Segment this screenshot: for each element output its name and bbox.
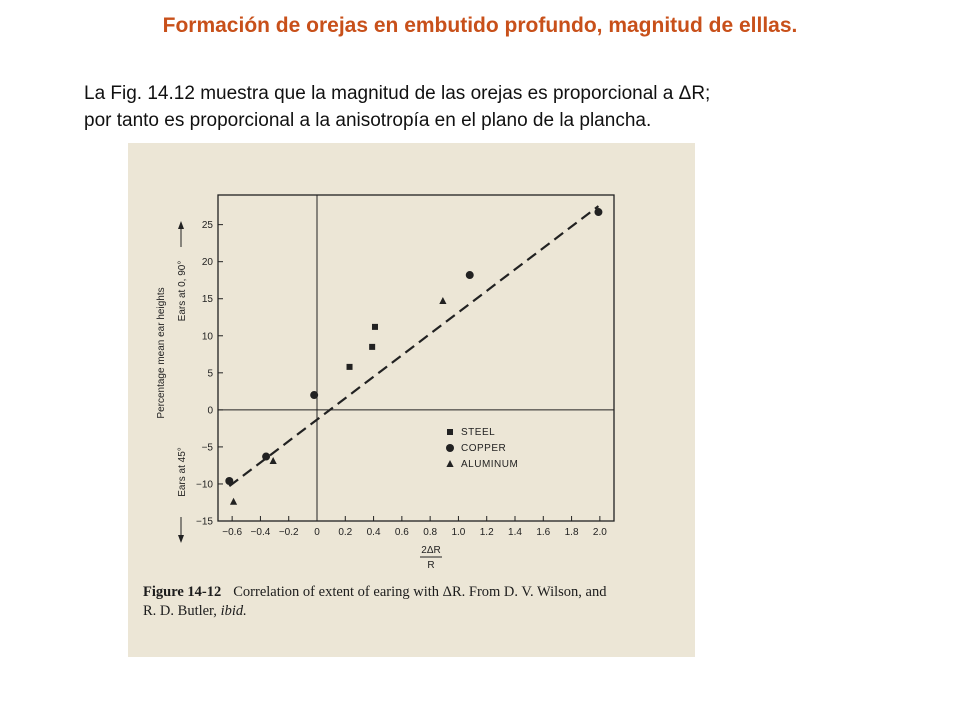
intro-line-1: La Fig. 14.12 muestra que la magnitud de…	[84, 83, 711, 104]
x-tick-label: 1.8	[565, 527, 579, 538]
x-tick-label: 0	[314, 527, 320, 538]
y-tick-label: 0	[207, 405, 213, 416]
x-tick-label: 0.8	[423, 527, 437, 538]
x-tick-label: 2.0	[593, 527, 607, 538]
steel-point	[369, 343, 376, 350]
x-tick-label: 1.6	[536, 527, 550, 538]
y-tick-label: −10	[196, 479, 213, 490]
y-tick-label: −5	[202, 442, 214, 453]
intro-line-2: por tanto es proporcional a la anisotrop…	[84, 110, 652, 131]
figure-number: Figure 14-12	[143, 584, 222, 600]
x-tick-label: −0.6	[222, 527, 242, 538]
y-tick-label: −15	[196, 517, 213, 528]
steel-point	[371, 323, 378, 330]
aluminum-point	[439, 296, 447, 304]
y-tick-label: 10	[202, 331, 214, 342]
legend-marker-aluminum	[446, 460, 454, 467]
legend-label-aluminum: ALUMINUM	[461, 459, 518, 470]
aluminum-point	[229, 497, 238, 505]
figure-caption: Figure 14-12 Correlation of extent of ear…	[143, 583, 688, 621]
y-axis-label-top: Ears at 0, 90°	[177, 261, 188, 322]
y-tick-label: 25	[202, 220, 214, 231]
slide-title: Formación de orejas en embutido profundo…	[162, 14, 798, 37]
x-tick-label: 1.0	[451, 527, 465, 538]
copper-point	[310, 391, 319, 400]
caption-authors: R. D. Butler,	[143, 603, 217, 619]
y-axis-label: Percentage mean ear heights	[156, 287, 167, 418]
x-tick-label: 0.2	[338, 527, 352, 538]
x-tick-label: 1.4	[508, 527, 522, 538]
caption-main: Correlation of extent of earing with ΔR.…	[233, 584, 607, 600]
fit-line	[228, 205, 600, 488]
aluminum-point	[269, 456, 277, 464]
y-arrow-down-head	[178, 535, 184, 543]
legend-marker-steel	[447, 429, 453, 435]
legend-label-steel: STEEL	[461, 427, 495, 438]
y-tick-label: 20	[202, 257, 214, 268]
steel-point	[346, 363, 353, 370]
legend-label-copper: COPPER	[461, 443, 506, 454]
y-tick-label: 5	[207, 368, 213, 379]
figure-scan: −0.6 −0.4 −0.2 0 0.2 0.4 0.6 0.8 1.0 1.2 1.4 1.6 1.8…	[128, 143, 695, 657]
copper-point	[262, 452, 271, 461]
y-axis-label-bottom: Ears at 45°	[177, 447, 188, 497]
x-tick-label: 0.6	[395, 527, 409, 538]
legend-marker-copper	[446, 444, 454, 452]
x-tick-label: 0.4	[367, 527, 381, 538]
scatter-chart: −0.6 −0.4 −0.2 0 0.2 0.4 0.6 0.8 1.0 1.2 1.4 1.6 1.8…	[156, 194, 615, 571]
y-tick-label: 15	[202, 294, 214, 305]
x-tick-label: 1.2	[480, 527, 494, 538]
x-axis-label-numerator: 2ΔR	[421, 545, 440, 556]
plot-frame	[217, 194, 615, 522]
copper-point	[465, 271, 474, 280]
x-tick-label: −0.4	[251, 527, 271, 538]
x-tick-label: −0.2	[279, 527, 299, 538]
y-arrow-up-head	[178, 221, 184, 229]
copper-point	[225, 476, 234, 485]
intro-paragraph: La Fig. 14.12 muestra que la magnitud de…	[84, 80, 904, 134]
x-axis-label-denominator: R	[427, 560, 434, 571]
copper-point	[594, 208, 603, 217]
caption-ibid: ibid.	[220, 603, 247, 619]
